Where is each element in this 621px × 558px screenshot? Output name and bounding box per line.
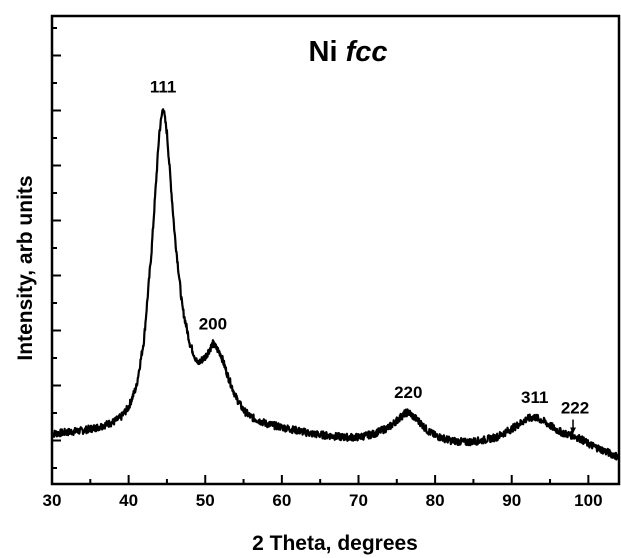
x-tick-label: 100 — [574, 491, 602, 510]
diffraction-trace — [51, 108, 621, 461]
x-tick-label: 40 — [119, 491, 138, 510]
x-axis-title: 2 Theta, degrees — [252, 532, 418, 555]
x-axis-tick-labels: 30 40 50 60 70 80 90 100 — [43, 491, 603, 510]
x-axis-ticks — [51, 475, 590, 484]
y-axis-ticks — [52, 27, 61, 469]
peak-annotations: 111 200 220 311 222 — [150, 77, 589, 434]
peak-label: 222 — [561, 399, 589, 418]
peak-label: 200 — [199, 315, 227, 334]
x-tick-label: 60 — [272, 491, 291, 510]
peak-label: 111 — [150, 77, 177, 96]
x-tick-label: 30 — [43, 491, 62, 510]
plot-frame — [50, 14, 621, 486]
chart-title: Ni fcc — [309, 36, 388, 68]
peak-arrow-head — [570, 427, 577, 434]
peak-label: 220 — [394, 383, 422, 402]
x-tick-label: 90 — [502, 491, 521, 510]
y-axis-title: Intensity, arb units — [14, 175, 37, 360]
x-tick-label: 50 — [196, 491, 215, 510]
x-tick-label: 80 — [426, 491, 445, 510]
x-tick-label: 70 — [349, 491, 368, 510]
peak-label: 311 — [521, 388, 548, 407]
